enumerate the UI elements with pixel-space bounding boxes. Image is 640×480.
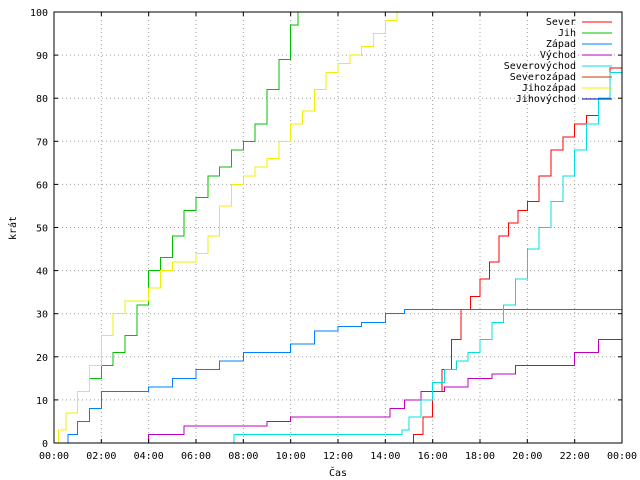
x-tick-label: 22:00 (560, 451, 590, 462)
x-tick-label: 00:00 (607, 451, 637, 462)
y-tick-label: 70 (36, 137, 48, 148)
legend-label: Severovýchod (504, 60, 576, 72)
series-line-4 (54, 55, 623, 444)
y-tick-label: 80 (36, 94, 48, 105)
series-line-2 (54, 308, 622, 444)
x-tick-label: 12:00 (323, 451, 353, 462)
series-line-3 (54, 330, 623, 444)
y-tick-label: 40 (36, 267, 48, 278)
series-line-6 (54, 12, 398, 444)
y-axis-title: krát (7, 216, 19, 240)
legend-label: Jih (558, 28, 576, 39)
y-tick-label: 30 (36, 310, 48, 321)
x-tick-label: 08:00 (228, 451, 258, 462)
x-tick-label: 18:00 (465, 451, 495, 462)
x-tick-label: 20:00 (512, 451, 542, 462)
y-tick-label: 90 (36, 51, 48, 62)
x-tick-label: 00:00 (39, 451, 69, 462)
axes: 0 10 20 30 40 50 60 70 80 90 100 00:00 02:00 04:00 06:… (30, 8, 637, 462)
y-tick-label: 0 (42, 439, 48, 450)
grid (54, 12, 622, 443)
legend-label: Sever (546, 17, 576, 28)
x-tick-label: 06:00 (181, 451, 211, 462)
legend-label: Jihovýchod (516, 93, 576, 105)
legend-label: Východ (540, 49, 576, 61)
legend-label: Severozápad (510, 71, 576, 83)
x-tick-label: 16:00 (418, 451, 448, 462)
legend-label: Jihozápad (522, 82, 576, 94)
x-axis-title: Čas (329, 466, 347, 479)
y-tick-label: 20 (36, 353, 48, 364)
y-tick-label: 100 (30, 8, 48, 19)
x-tick-label: 04:00 (134, 451, 164, 462)
legend-label: Západ (546, 38, 576, 50)
x-tick-label: 14:00 (370, 451, 400, 462)
y-tick-label: 50 (36, 224, 48, 235)
y-tick-label: 10 (36, 396, 48, 407)
y-tick-label: 60 (36, 180, 48, 191)
legend: SeverJihZápadVýchodSeverovýchodSeverozáp… (504, 17, 612, 105)
x-tick-label: 02:00 (86, 451, 116, 462)
x-tick-label: 10:00 (276, 451, 306, 462)
